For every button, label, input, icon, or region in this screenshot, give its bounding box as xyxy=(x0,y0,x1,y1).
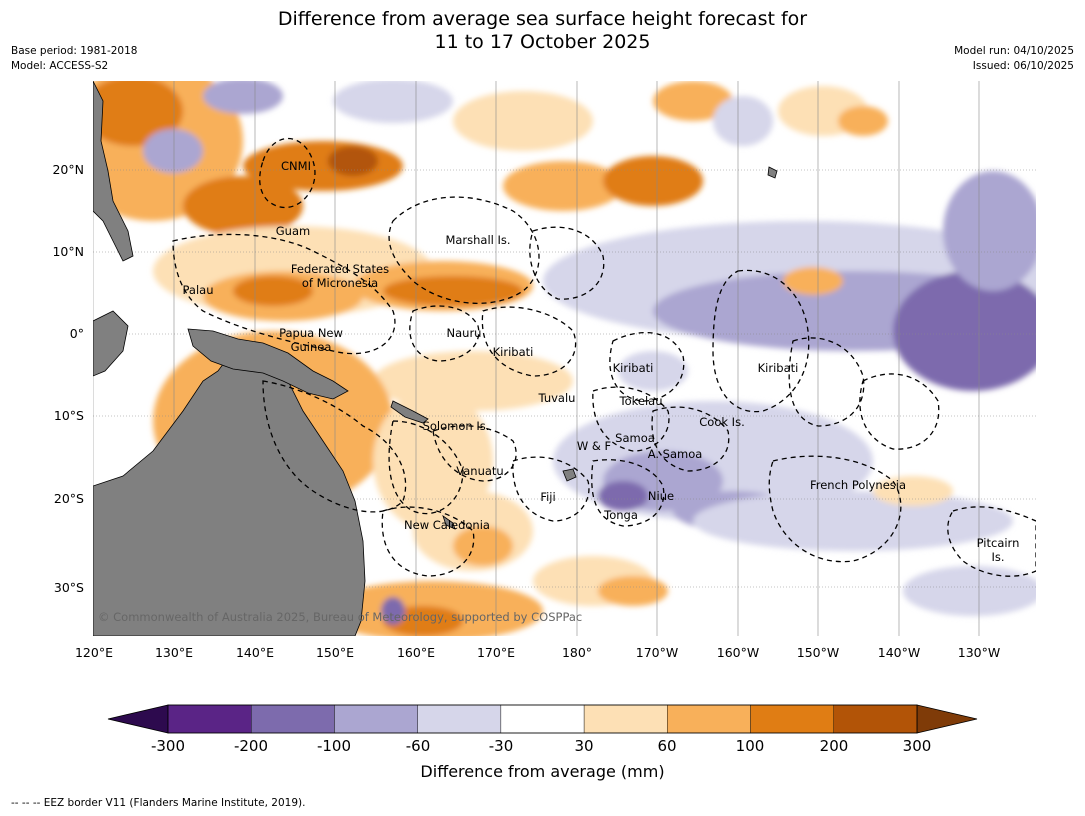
lon-label-160w: 160°W xyxy=(716,645,760,660)
australia-land xyxy=(93,345,366,636)
colorbar-segment xyxy=(667,704,751,734)
colorbar-tick-200: 200 xyxy=(819,737,849,755)
lon-label-130e: 130°E xyxy=(154,645,193,660)
colorbar-tick-neg30: -30 xyxy=(488,737,514,755)
copyright-notice: © Commonwealth of Australia 2025, Bureau… xyxy=(98,610,582,624)
model-run: Model run: 04/10/2025 xyxy=(954,45,1074,57)
lat-label-20n: 20°N xyxy=(52,162,84,177)
label-fsm-line-1: Federated States xyxy=(291,262,389,276)
label-kiribati-west: Kiribati xyxy=(493,345,534,359)
label-tonga: Tonga xyxy=(603,508,638,522)
land-masses xyxy=(93,81,778,636)
colorbar-tick-neg100: -100 xyxy=(316,737,352,755)
fiji-land xyxy=(562,468,577,482)
colorbar-segment xyxy=(833,704,918,734)
label-niue: Niue xyxy=(648,489,674,503)
lon-label-170w: 170°W xyxy=(635,645,679,660)
lat-label-10n: 10°N xyxy=(52,244,84,259)
chart-title: Difference from average sea surface heig… xyxy=(0,8,1085,54)
region-labels: CNMI Guam Marshall Is. Federated States … xyxy=(183,159,1020,564)
solomon-land xyxy=(390,400,429,424)
colorbar-segment xyxy=(334,704,418,734)
colorbar-segment xyxy=(417,704,502,734)
lon-label-150e: 150°E xyxy=(315,645,354,660)
lon-label-130w: 130°W xyxy=(957,645,1001,660)
label-solomon: Solomon Is. xyxy=(423,419,490,433)
metadata-right: Model run: 04/10/2025 Issued: 06/10/2025 xyxy=(954,44,1074,74)
label-pitcairn-line-1: Pitcairn xyxy=(977,536,1020,550)
lon-label-120e: 120°E xyxy=(74,645,113,660)
colorbar-tick-60: 60 xyxy=(657,737,677,755)
issued-date: Issued: 06/10/2025 xyxy=(972,60,1074,72)
colorbar-tick-neg300: -300 xyxy=(150,737,186,755)
eez-borders xyxy=(172,137,1036,577)
colorbar-frame xyxy=(167,704,918,734)
colorbar-segment xyxy=(750,704,834,734)
colorbar xyxy=(107,704,978,734)
new-caledonia-land xyxy=(442,514,456,530)
philippines-land xyxy=(93,81,134,262)
model-name: Model: ACCESS-S2 xyxy=(11,60,109,72)
colorbar-title: Difference from average (mm) xyxy=(420,762,665,781)
label-fsm-line-2: of Micronesia xyxy=(302,276,378,290)
colorbar-tick-100: 100 xyxy=(735,737,765,755)
colorbar-segment xyxy=(500,704,585,734)
metadata-left: Base period: 1981-2018 Model: ACCESS-S2 xyxy=(11,44,137,74)
colorbar-tick-neg200: -200 xyxy=(233,737,269,755)
label-marshall: Marshall Is. xyxy=(445,233,510,247)
label-png-line-2: Guinea xyxy=(291,340,332,354)
new-guinea-land xyxy=(187,328,349,400)
hawaii-land xyxy=(767,166,778,179)
lat-label-10s: 10°S xyxy=(53,408,84,423)
anomaly-field xyxy=(93,81,1036,636)
lon-label-150w: 150°W xyxy=(796,645,840,660)
borneo-land xyxy=(93,310,129,377)
label-new-caledonia: New Caledonia xyxy=(404,518,490,532)
label-kiribati-east: Kiribati xyxy=(758,361,799,375)
label-palau: Palau xyxy=(183,283,214,297)
label-samoa: Samoa xyxy=(615,431,655,445)
base-period: Base period: 1981-2018 xyxy=(11,45,138,57)
colorbar-tick-300: 300 xyxy=(902,737,932,755)
colorbar-segments xyxy=(167,704,918,734)
label-fiji: Fiji xyxy=(540,490,555,504)
label-png-line-1: Papua New xyxy=(279,326,343,340)
colorbar-under-arrow xyxy=(107,704,169,734)
colorbar-segment xyxy=(167,704,252,734)
label-tokelau: Tokelau xyxy=(619,394,663,408)
lon-label-180: 180° xyxy=(561,645,593,660)
colorbar-segment xyxy=(251,704,335,734)
title-line-1: Difference from average sea surface heig… xyxy=(277,8,808,30)
lat-label-30s: 30°S xyxy=(53,580,84,595)
label-vanuatu: Vanuatu xyxy=(456,464,503,478)
lon-label-170e: 170°E xyxy=(476,645,515,660)
label-wallis-futuna: W & F xyxy=(577,439,611,453)
sea-height-map[interactable]: CNMI Guam Marshall Is. Federated States … xyxy=(93,81,1036,636)
label-kiribati-central: Kiribati xyxy=(613,361,654,375)
label-pitcairn-line-2: Is. xyxy=(991,550,1004,564)
map-canvas: CNMI Guam Marshall Is. Federated States … xyxy=(93,81,1036,636)
eez-legend-note: -- -- -- EEZ border V11 (Flanders Marine… xyxy=(11,797,306,809)
label-cook: Cook Is. xyxy=(699,415,744,429)
lon-label-140w: 140°W xyxy=(877,645,921,660)
lon-label-140e: 140°E xyxy=(235,645,274,660)
label-nauru: Nauru xyxy=(447,326,482,340)
label-french-polynesia: French Polynesia xyxy=(810,478,906,492)
label-cnmi: CNMI xyxy=(281,159,311,173)
lon-label-160e: 160°E xyxy=(396,645,435,660)
lat-label-20s: 20°S xyxy=(53,491,84,506)
title-line-2: 11 to 17 October 2025 xyxy=(434,31,651,53)
colorbar-segment xyxy=(583,704,668,734)
graticule xyxy=(93,81,1036,636)
label-tuvalu: Tuvalu xyxy=(538,391,576,405)
colorbar-over-arrow xyxy=(916,704,978,734)
colorbar-tick-neg60: -60 xyxy=(405,737,431,755)
colorbar-tick-30: 30 xyxy=(574,737,594,755)
label-american-samoa: A. Samoa xyxy=(648,447,703,461)
label-guam: Guam xyxy=(276,224,310,238)
lat-label-0: 0° xyxy=(69,326,84,341)
